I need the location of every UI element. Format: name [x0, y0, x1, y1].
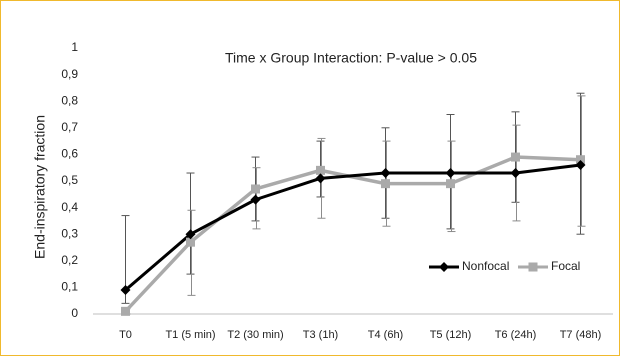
y-tick-label: 0,9	[61, 67, 78, 81]
y-tick-label: 0,4	[61, 200, 78, 214]
marker-nonfocal	[380, 168, 391, 179]
marker-focal	[186, 237, 195, 247]
legend-label-focal: Focal	[551, 259, 580, 273]
legend: Nonfocal Focal	[429, 259, 580, 273]
legend-label-nonfocal: Nonfocal	[462, 259, 509, 273]
y-tick-label: 0,3	[61, 226, 78, 240]
marker-nonfocal	[510, 168, 521, 179]
x-tick-label: T5 (12h)	[430, 329, 472, 341]
y-tick-labels: 0 0,1 0,2 0,3 0,4 0,5 0,6 0,7 0,8 0,9 1	[61, 40, 78, 320]
y-tick-label: 0,1	[61, 280, 78, 294]
marker-nonfocal	[120, 285, 131, 296]
y-tick-label: 0,7	[61, 120, 78, 134]
y-axis-label: End-inspiratory fraction	[32, 115, 48, 259]
marker-focal	[121, 306, 130, 316]
marker-nonfocal	[445, 168, 456, 179]
series-line-nonfocal	[124, 163, 581, 292]
interaction-annotation: Time x Group Interaction: P-value > 0.05	[225, 50, 477, 66]
x-tick-labels: T0 T1 (5 min) T2 (30 min) T3 (1h) T4 (6h) T5 …	[119, 329, 601, 341]
x-tick-label: T2 (30 min)	[227, 329, 283, 341]
x-tick-label: T4 (6h)	[368, 329, 403, 341]
marker-nonfocal	[185, 229, 196, 240]
legend-marker-focal	[528, 262, 538, 272]
y-tick-label: 0,2	[61, 253, 78, 267]
marker-nonfocal	[575, 160, 586, 171]
legend-marker-nonfocal	[439, 262, 449, 272]
x-tick-label: T6 (24h)	[495, 329, 537, 341]
marker-focal	[381, 179, 390, 189]
marker-focal	[316, 165, 325, 175]
y-tick-label: 1	[71, 40, 78, 54]
marker-focal	[251, 184, 260, 194]
marker-focal	[446, 179, 455, 189]
y-tick-label: 0,6	[61, 147, 78, 161]
x-tick-label: T0	[119, 329, 132, 341]
marker-focal	[511, 152, 520, 162]
series-markers	[120, 152, 586, 316]
y-tick-label: 0,5	[61, 173, 78, 187]
marker-nonfocal	[250, 194, 261, 205]
x-tick-label: T3 (1h)	[303, 329, 338, 341]
series-lines	[124, 155, 581, 313]
y-tick-label: 0,8	[61, 93, 78, 107]
x-tick-label: T7 (48h)	[560, 329, 602, 341]
x-tick-label: T1 (5 min)	[165, 329, 215, 341]
y-tick-label: 0	[71, 306, 78, 320]
marker-nonfocal	[315, 173, 326, 184]
error-bars	[121, 92, 586, 315]
marker-focal	[576, 155, 585, 165]
